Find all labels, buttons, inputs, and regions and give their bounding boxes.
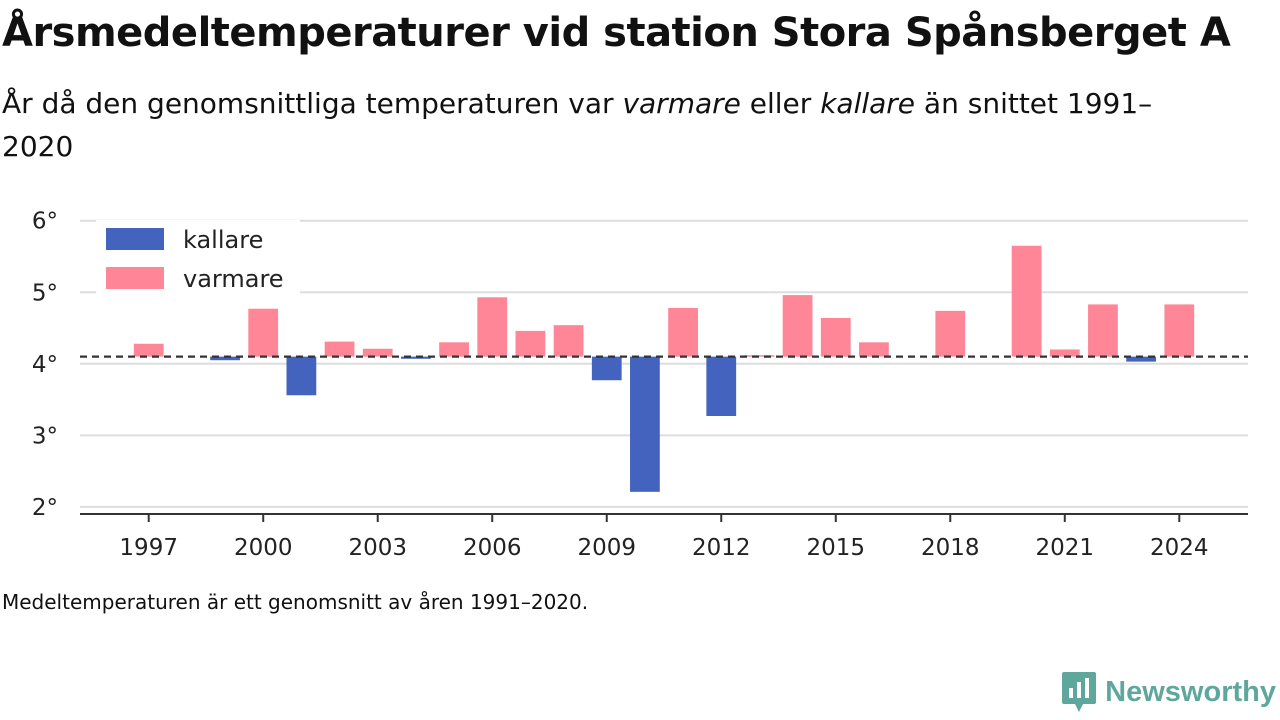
bar-varmare: [782, 295, 813, 357]
bar-kallare: [401, 356, 431, 359]
bar-varmare: [1049, 349, 1080, 357]
subtitle-part2: eller: [740, 87, 821, 120]
y-tick-label: 5°: [32, 280, 58, 306]
legend-swatch-kallare: [106, 228, 164, 250]
y-tick-label: 6°: [32, 209, 58, 235]
x-axis: 1997 2000 2003 2006 2009 2012 2015 2018 2021 2024: [80, 513, 1248, 561]
newsworthy-logo-icon: [1062, 672, 1097, 712]
bar-varmare: [820, 318, 851, 357]
subtitle-warm-word: varmare: [622, 87, 741, 120]
bar-varmare: [1088, 304, 1118, 357]
y-tick-label: 3°: [32, 423, 58, 449]
bar-kallare: [210, 356, 240, 361]
chart-title: Årsmedeltemperaturer vid station Stora S…: [2, 10, 1231, 56]
bar-varmare: [133, 343, 164, 357]
y-tick-label: 4°: [32, 352, 58, 378]
legend: kallare varmare: [96, 220, 300, 300]
bar-chart: 2° 3° 4° 5° 6° 1997 2000 2003 2006 2009 2012 2015 2…: [32, 209, 1248, 561]
bar-varmare: [324, 341, 355, 357]
bar-kallare: [706, 356, 737, 417]
bar-varmare: [477, 297, 508, 357]
x-tick-label: 2021: [1036, 535, 1095, 561]
x-tick-label: 2015: [806, 535, 865, 561]
bar-varmare: [515, 330, 546, 357]
bar-kallare: [591, 356, 622, 381]
bar-varmare: [859, 342, 889, 357]
x-tick-label: 2009: [577, 535, 636, 561]
bars: [133, 245, 1195, 492]
brand-name: Newsworthy: [1105, 675, 1276, 708]
legend-label-kallare: kallare: [183, 226, 263, 254]
chart-subtitle: År då den genomsnittliga temperaturen va…: [2, 82, 1222, 168]
y-axis-ticks: 2° 3° 4° 5° 6°: [32, 209, 58, 521]
bar-kallare: [1126, 356, 1157, 362]
x-tick-label: 2003: [348, 535, 407, 561]
x-tick-label: 2000: [234, 535, 293, 561]
bar-varmare: [553, 325, 584, 357]
x-tick-label: 2012: [692, 535, 751, 561]
x-tick-label: 1997: [119, 535, 178, 561]
bar-varmare: [668, 307, 698, 357]
y-tick-label: 2°: [32, 495, 58, 521]
subtitle-cold-word: kallare: [820, 87, 916, 120]
x-tick-label: 2024: [1150, 535, 1209, 561]
footnote: Medeltemperaturen är ett genomsnitt av å…: [2, 590, 589, 614]
bar-varmare: [1164, 304, 1195, 357]
bar-kallare: [286, 356, 317, 396]
bar-kallare: [630, 356, 660, 492]
bar-varmare: [1011, 245, 1042, 357]
bar-varmare: [362, 348, 393, 357]
bar-varmare: [439, 342, 469, 357]
bar-varmare: [744, 355, 775, 357]
subtitle-part1: År då den genomsnittliga temperaturen va…: [2, 87, 623, 120]
x-tick-label: 2018: [921, 535, 980, 561]
brand-logo: Newsworthy: [1061, 668, 1276, 716]
bar-varmare: [248, 308, 279, 357]
bar-varmare: [935, 310, 966, 357]
legend-label-varmare: varmare: [183, 265, 284, 293]
legend-swatch-varmare: [106, 267, 164, 289]
subtitle-part3: än snittet 1991–2020: [2, 87, 1153, 163]
x-tick-label: 2006: [463, 535, 522, 561]
